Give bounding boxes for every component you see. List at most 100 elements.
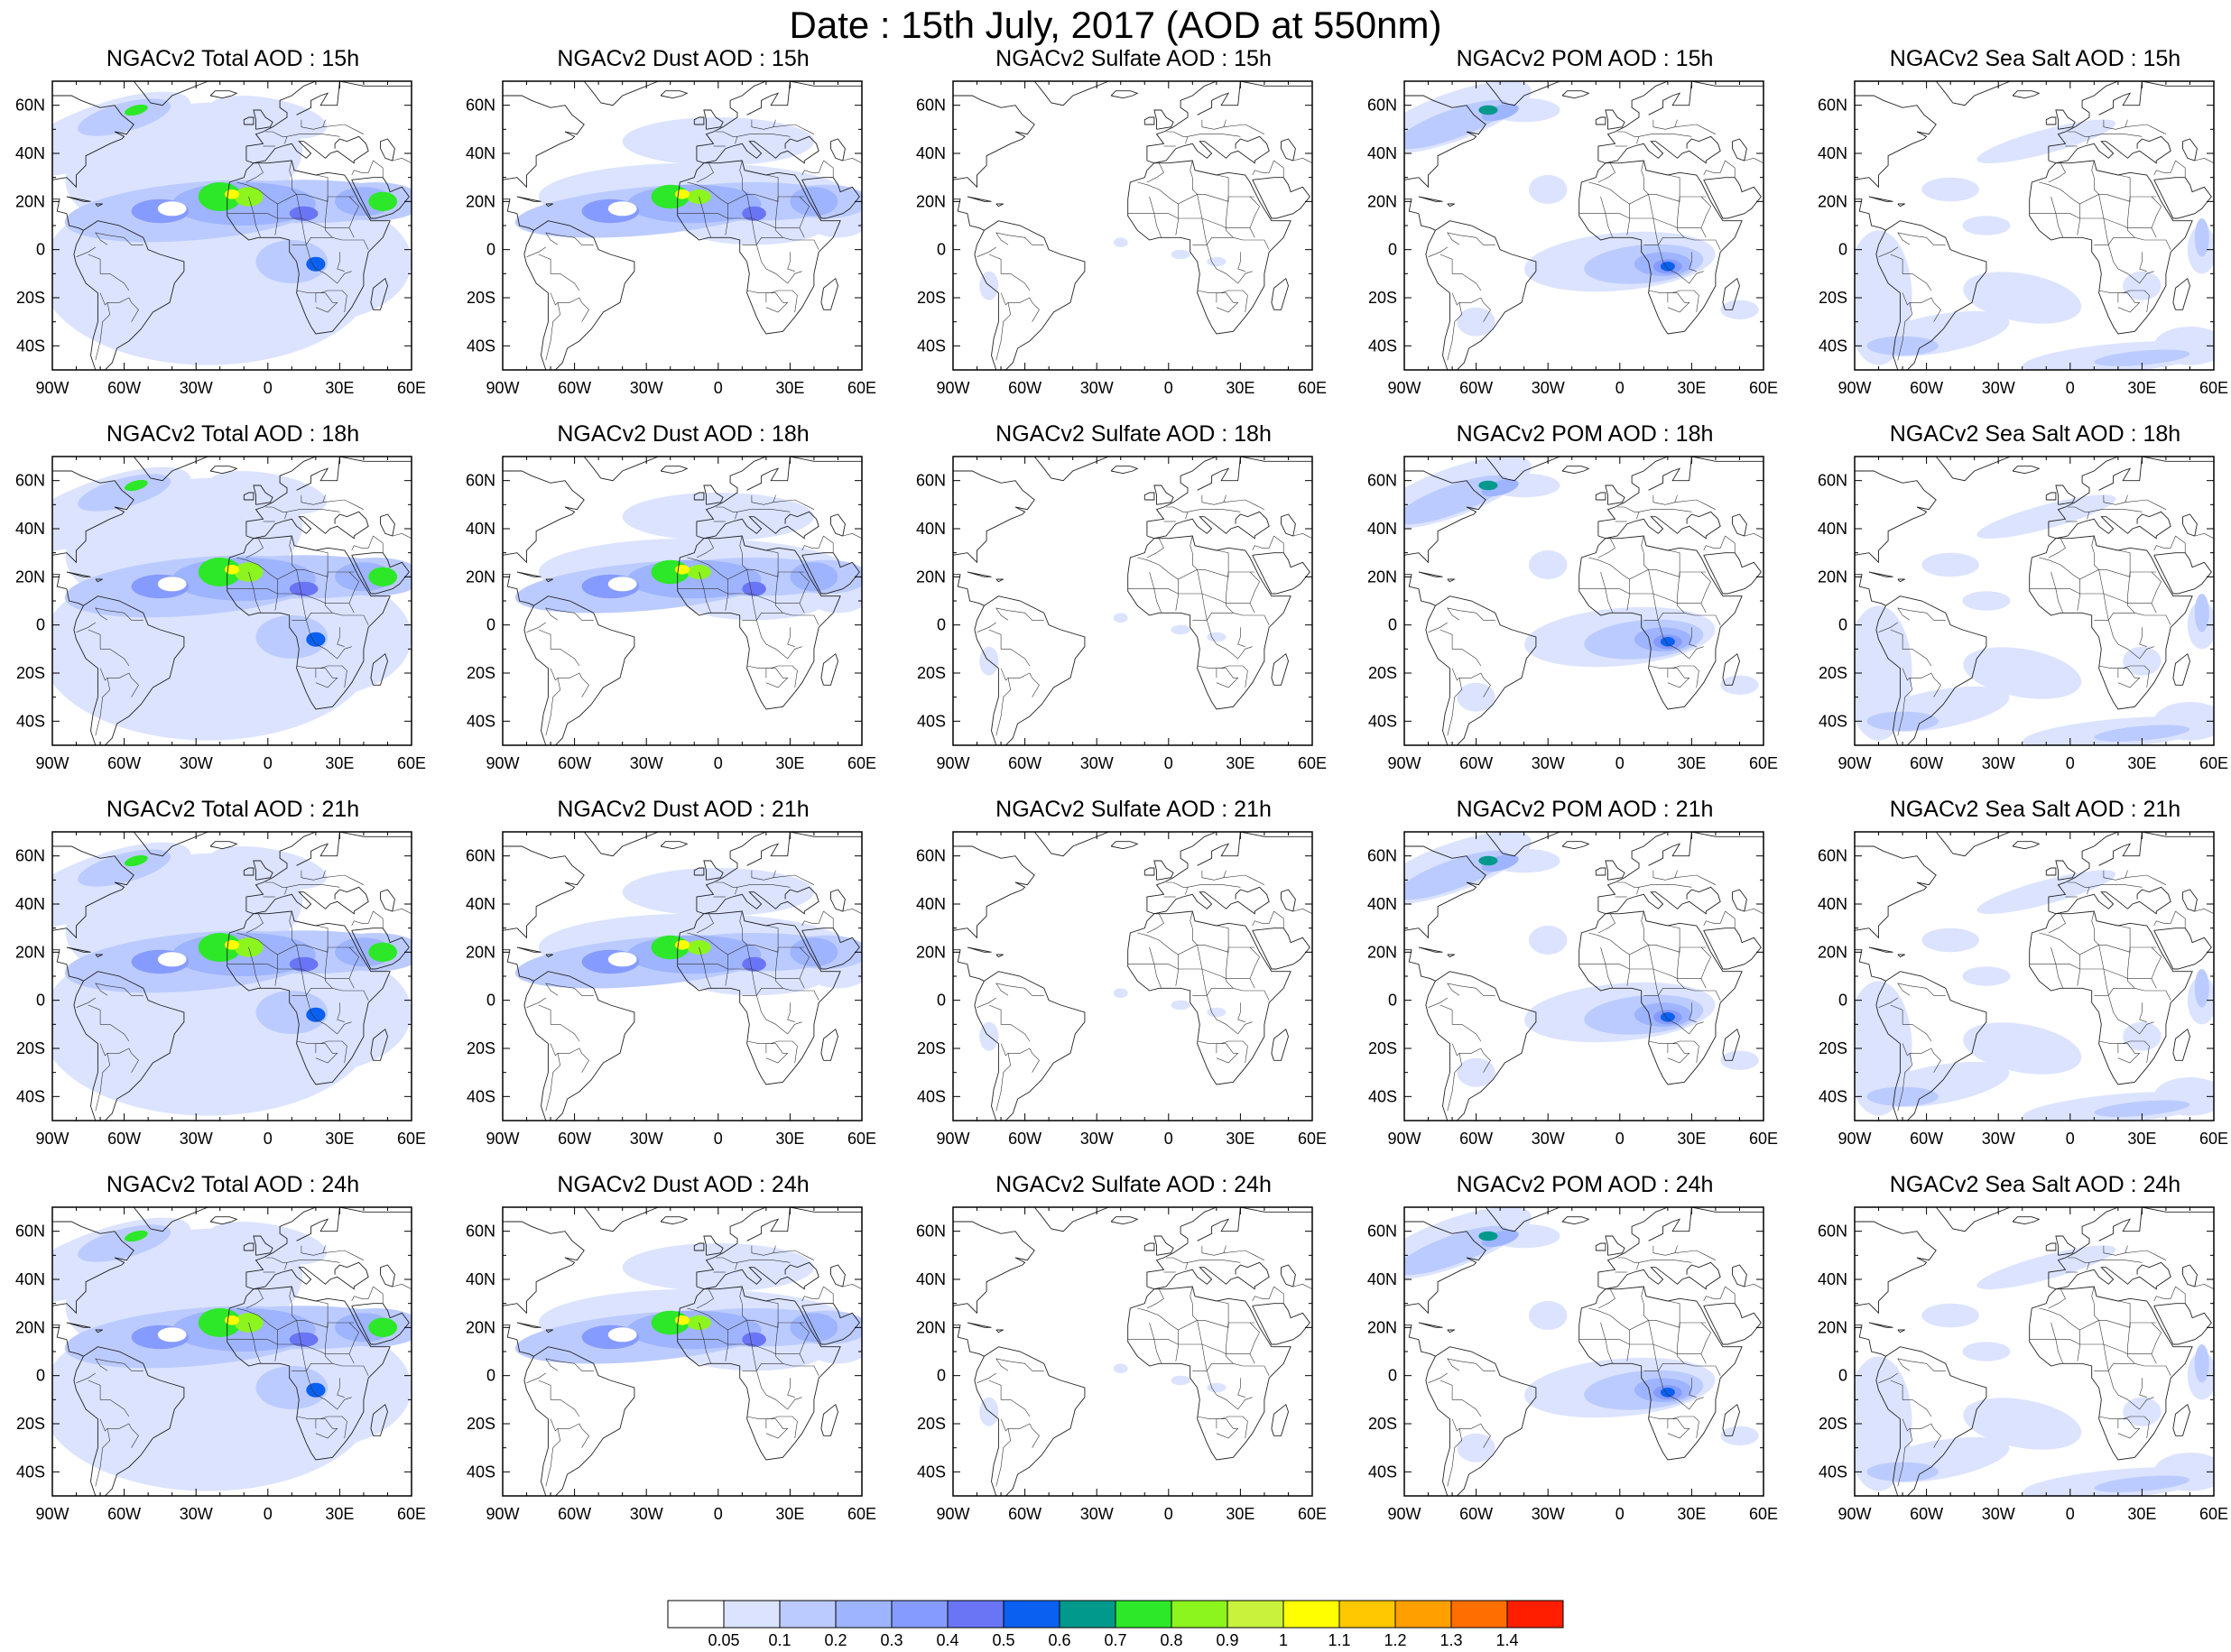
country-border: [1744, 532, 1764, 539]
country-border: [1641, 1286, 1644, 1304]
country-border: [773, 499, 815, 510]
country-border: [2091, 535, 2095, 553]
country-border: [95, 983, 143, 996]
coastline: [2029, 160, 2193, 335]
coastline: [503, 949, 534, 982]
lon-tick-label: 60E: [397, 379, 426, 397]
country-border: [765, 292, 789, 313]
lat-tick-label: 40S: [1819, 712, 1847, 730]
aod-blob: [1866, 336, 1939, 355]
aod-field: [514, 117, 862, 245]
coastline: [516, 946, 542, 953]
coastlines: [1404, 1207, 1764, 1496]
country-border: [1223, 124, 1265, 134]
lon-tick-label: 30E: [775, 379, 804, 397]
lat-tick-label: 20N: [466, 192, 495, 210]
aod-blob: [1457, 307, 1495, 337]
country-border: [741, 177, 747, 195]
country-border: [842, 908, 862, 914]
country-border: [1652, 870, 1678, 881]
coastline: [2153, 177, 2212, 219]
coastline: [1868, 196, 1893, 202]
coastline: [1153, 485, 1174, 505]
coastline: [1605, 109, 1625, 130]
country-border: [1600, 571, 1614, 614]
lat-tick-label: 20S: [467, 664, 495, 682]
country-border: [1216, 174, 1229, 197]
country-border: [538, 629, 580, 667]
map-plot: 90W 60W 30W 0 30E 60E 60N 40N 20N 0 20S 40S: [466, 456, 876, 772]
aod-field: [979, 237, 1227, 300]
lon-tick-label: 30W: [1080, 1505, 1114, 1523]
coastline: [1146, 81, 1312, 161]
lon-tick-label: 30W: [1532, 379, 1565, 397]
lon-tick-label: 90W: [486, 1505, 519, 1523]
coastline: [1425, 595, 1537, 745]
aod-blob: [1962, 216, 2011, 235]
country-border: [2194, 532, 2214, 539]
coastline: [1418, 1322, 1443, 1328]
country-border: [1600, 1322, 1614, 1364]
lat-tick-label: 40N: [1818, 895, 1847, 913]
coastline: [2048, 135, 2171, 164]
aod-blob: [124, 854, 148, 867]
country-border: [1187, 509, 1241, 512]
lat-tick-label: 20S: [917, 1039, 946, 1057]
aod-blob: [124, 1230, 148, 1242]
country-border: [1597, 162, 1615, 183]
coastline: [1146, 886, 1270, 915]
map-panel: NGACv2 POM AOD : 18h 90W 60W 30W 0 30E 60E 60N 4…: [1359, 420, 1810, 795]
map-panel: NGACv2 Sulfate AOD : 21h 90W 60W 30W 0 30E 60E…: [908, 796, 1359, 1170]
coastline: [2182, 513, 2198, 537]
coastline: [1648, 81, 1692, 115]
lon-tick-label: 90W: [936, 1130, 969, 1148]
country-border: [2117, 925, 2131, 947]
map-frame: [952, 456, 1313, 746]
country-border: [248, 196, 262, 238]
country-border: [2050, 1322, 2064, 1364]
coastline: [1197, 832, 1241, 866]
coastline: [66, 196, 91, 202]
country-border: [746, 569, 802, 660]
country-border: [337, 252, 345, 272]
country-border: [373, 1286, 384, 1304]
country-border: [1677, 196, 1721, 250]
lat-tick-label: 40N: [466, 1270, 495, 1288]
country-border: [696, 162, 714, 183]
country-border: [1175, 955, 1179, 986]
coastline: [1597, 511, 1721, 540]
aod-blob: [1976, 494, 2116, 539]
country-border: [1878, 1372, 1898, 1383]
lon-tick-label: 30W: [1080, 754, 1114, 772]
coastline: [1595, 492, 1606, 501]
country-border: [2050, 571, 2064, 614]
country-border: [315, 1300, 329, 1323]
coastline: [1418, 946, 1443, 953]
country-border: [773, 124, 815, 134]
country-border: [1674, 124, 1717, 134]
country-border: [1000, 292, 1040, 322]
aod-blob: [607, 1327, 637, 1343]
country-border: [1273, 535, 1284, 553]
country-border: [2175, 535, 2186, 553]
aod-blob: [1113, 613, 1128, 623]
country-border: [1643, 552, 1649, 570]
aod-blob: [225, 189, 239, 199]
coastline: [953, 949, 985, 982]
lat-tick-label: 20N: [1818, 568, 1847, 586]
lon-tick-label: 60W: [1008, 1130, 1041, 1148]
lat-tick-label: 40N: [466, 895, 495, 913]
aod-blob: [1921, 928, 1979, 953]
country-border: [751, 494, 776, 505]
country-border: [1897, 1358, 1946, 1371]
aod-blob: [790, 937, 838, 967]
aod-blob: [2094, 1475, 2190, 1492]
lon-tick-label: 30W: [630, 379, 663, 397]
country-border: [545, 302, 561, 361]
country-border: [1447, 678, 1463, 736]
country-border: [1216, 925, 1229, 947]
country-border: [348, 946, 359, 989]
country-border: [292, 1363, 333, 1371]
country-border: [550, 292, 589, 322]
aod-blob: [1976, 119, 2116, 163]
